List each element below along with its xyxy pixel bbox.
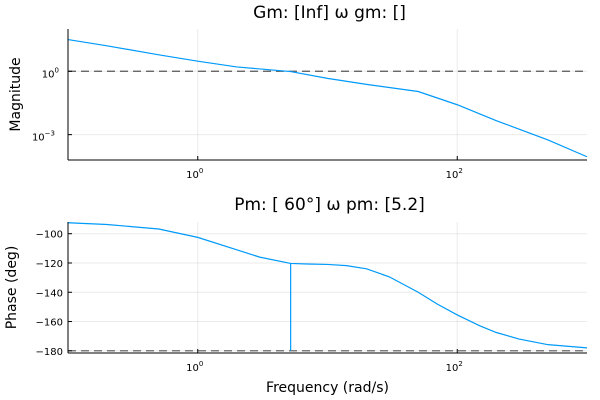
series-line [67, 222, 588, 349]
x-tick-base: 10 [446, 170, 459, 181]
y-tick-label: −160 [36, 318, 63, 329]
phase-title: Pm: [ 60°] ω pm: [5.2] [234, 195, 425, 215]
x-tick-label: 102 [446, 360, 463, 374]
x-tick-exponent: 2 [458, 360, 462, 368]
x-tick-label: 102 [446, 167, 463, 181]
magnitude-series [67, 38, 588, 158]
y-tick-label: −180 [36, 347, 63, 358]
y-tick-exponent: 0 [55, 66, 59, 74]
x-tick-label: 100 [186, 360, 203, 374]
y-tick-label: −120 [36, 259, 63, 270]
magnitude-panel: Gm: [Inf] ω gm: [] Magnitude 100 10210010… [8, 3, 588, 181]
phase-y-axis-label: Phase (deg) [4, 246, 20, 330]
y-tick-base: 10 [32, 133, 45, 144]
y-tick-label: −140 [36, 288, 63, 299]
phase-axes [67, 222, 587, 354]
y-tick-base: 10 [42, 69, 55, 80]
y-tick-label: 100 [42, 66, 59, 80]
phase-panel: Pm: [ 60°] ω pm: [5.2] Phase (deg) Frequ… [4, 195, 588, 396]
magnitude-grid [68, 29, 587, 160]
x-tick-exponent: 2 [458, 167, 462, 175]
y-tick-label: −100 [36, 230, 63, 241]
x-tick-exponent: 0 [199, 167, 203, 175]
y-tick-label: 10−3 [32, 130, 55, 144]
magnitude-y-axis-label: Magnitude [8, 57, 24, 131]
phase-tick-labels: 100 102−100−120−140−160−180 [36, 230, 463, 374]
x-tick-base: 10 [186, 363, 199, 374]
x-tick-label: 100 [186, 167, 203, 181]
x-tick-base: 10 [446, 363, 459, 374]
phase-grid [68, 222, 587, 353]
x-tick-base: 10 [186, 170, 199, 181]
magnitude-axes [67, 29, 587, 161]
frequency-x-axis-label: Frequency (rad/s) [266, 380, 389, 396]
y-tick-exponent: −3 [45, 130, 55, 138]
phase-series [67, 222, 588, 349]
x-tick-exponent: 0 [199, 360, 203, 368]
series-line [67, 38, 588, 158]
magnitude-title: Gm: [Inf] ω gm: [] [253, 3, 406, 23]
